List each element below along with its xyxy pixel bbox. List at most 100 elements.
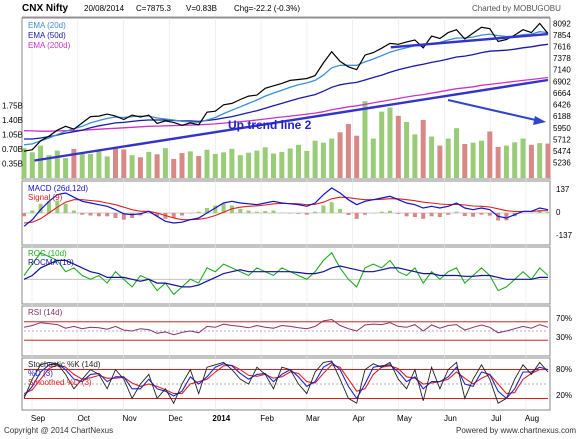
close-label: C=7875.3 [136, 4, 171, 13]
price-tick-label: 7140 [553, 66, 571, 75]
macd-histogram-bar [304, 213, 309, 215]
x-axis-label: Jun [444, 414, 457, 423]
x-axis-labels: Sep Oct Nov Dec 2014 Feb Mar Apr May Jun Jul Aug [31, 414, 539, 423]
volume-bar [179, 153, 185, 178]
macd-histogram-bar [113, 213, 118, 218]
trendline-group [34, 32, 549, 162]
price-tick-label: 5712 [553, 135, 571, 144]
volume-tick-label: 1.75B [2, 101, 23, 110]
price-tick-label: 5950 [553, 124, 571, 133]
volume-bar [196, 156, 202, 178]
volume-bar [545, 143, 551, 178]
volume-bar [420, 119, 426, 178]
ema50-line [24, 43, 549, 140]
volume-bar [537, 143, 543, 178]
x-axis-label: Oct [78, 414, 91, 423]
stoch-panel-frame [21, 357, 551, 411]
volume-bar [345, 124, 351, 178]
macd-histogram-bar [71, 210, 76, 213]
macd-histogram-bar [263, 211, 268, 213]
x-axis-label: May [397, 414, 412, 423]
macd-histogram-bar [504, 213, 509, 221]
volume-bar [187, 151, 193, 178]
macd-histogram-bar [121, 213, 126, 220]
volume-bar [21, 148, 27, 178]
legend-macd: MACD (26d,12d) [28, 184, 88, 193]
credit-label: Charted by MOBUGOBU [472, 4, 561, 13]
channel-trendline [390, 32, 549, 49]
volume-bar [113, 146, 118, 178]
volume-bar [79, 152, 85, 178]
volume-bar [229, 148, 235, 178]
macd-tick-bottom: -137 [556, 231, 573, 240]
macd-histogram-bar [446, 213, 451, 215]
volume-bar [528, 144, 534, 178]
volume-bar [429, 136, 435, 178]
macd-histogram-bar [546, 212, 550, 213]
macd-histogram-bar [313, 211, 318, 213]
volume-bar [520, 138, 526, 178]
legend-stoch-sd: Smoothed %D (3) [28, 378, 92, 387]
x-axis-label: Feb [260, 414, 274, 423]
macd-histogram-bar [379, 211, 384, 213]
volume-bar [271, 153, 276, 178]
macd-histogram-bar [363, 213, 367, 215]
legend-signal: Signal (9) [28, 193, 63, 202]
volume-bar [495, 146, 501, 178]
volume-bar [71, 148, 77, 178]
legend-ema50: EMA (50d) [28, 31, 66, 40]
volume-bar [96, 150, 102, 178]
x-axis-label: Aug [525, 414, 539, 423]
macd-histogram-bar [271, 210, 276, 213]
price-tick-label: 6664 [553, 89, 571, 98]
symbol-label: CNX Nifty [22, 3, 69, 14]
volume-bar [512, 142, 518, 178]
volume-bar [412, 134, 418, 178]
legend-rsi: RSI (14d) [28, 308, 63, 317]
macd-histogram-bar [388, 210, 392, 213]
macd-histogram-bar [22, 213, 26, 217]
price-tick-label: 8092 [553, 19, 571, 28]
volume-bar [38, 145, 44, 178]
rocma-line [23, 259, 548, 288]
price-tick-label: 7854 [553, 31, 571, 40]
price-panel-frame [21, 17, 551, 180]
macd-histogram-bar [38, 203, 43, 213]
legend-ema20: EMA (20d) [28, 21, 66, 30]
volume-bar [437, 145, 443, 178]
price-axis-ticks: 8092 7854 7616 7378 7140 6902 6664 6426 6188 5950… [553, 19, 571, 167]
macd-histogram-bar [371, 213, 376, 214]
macd-series-group [22, 187, 550, 227]
volume-tick-label: 0.35B [2, 160, 23, 169]
volume-bar [246, 152, 252, 178]
volume-bar [212, 153, 218, 178]
macd-histogram-bar [462, 213, 467, 216]
macd-histogram-bar [521, 212, 525, 214]
macd-histogram-bar [254, 211, 259, 213]
volume-bar [503, 145, 509, 178]
legend-ema200: EMA (200d) [28, 41, 71, 50]
macd-histogram-bar [288, 213, 293, 214]
macd-histogram-bar [238, 208, 243, 213]
volume-bar [162, 148, 168, 178]
volume-bar [121, 149, 127, 178]
macd-histogram-bar [205, 208, 209, 213]
legend-stoch-k: Stochastic %K (14d) [28, 360, 101, 369]
volume-bar [462, 144, 468, 178]
rsi-line [23, 318, 549, 336]
macd-histogram-bar [396, 213, 401, 214]
macd-histogram-bar [30, 210, 35, 213]
macd-histogram-bar [454, 211, 459, 213]
volume-bar [146, 151, 152, 178]
macd-histogram-bar [421, 213, 426, 219]
volume-bar [88, 153, 93, 178]
macd-histogram-bar [105, 213, 110, 217]
x-axis-label: Jul [491, 414, 501, 423]
macd-histogram-bar [63, 203, 68, 213]
price-tick-label: 7378 [553, 54, 571, 63]
volume-bar [487, 131, 493, 178]
macd-histogram-bar [321, 205, 326, 213]
footer-copyright: Copyright @ 2014 ChartNexus [4, 426, 113, 435]
trendline-annotation: Up trend line 2 [228, 118, 312, 132]
